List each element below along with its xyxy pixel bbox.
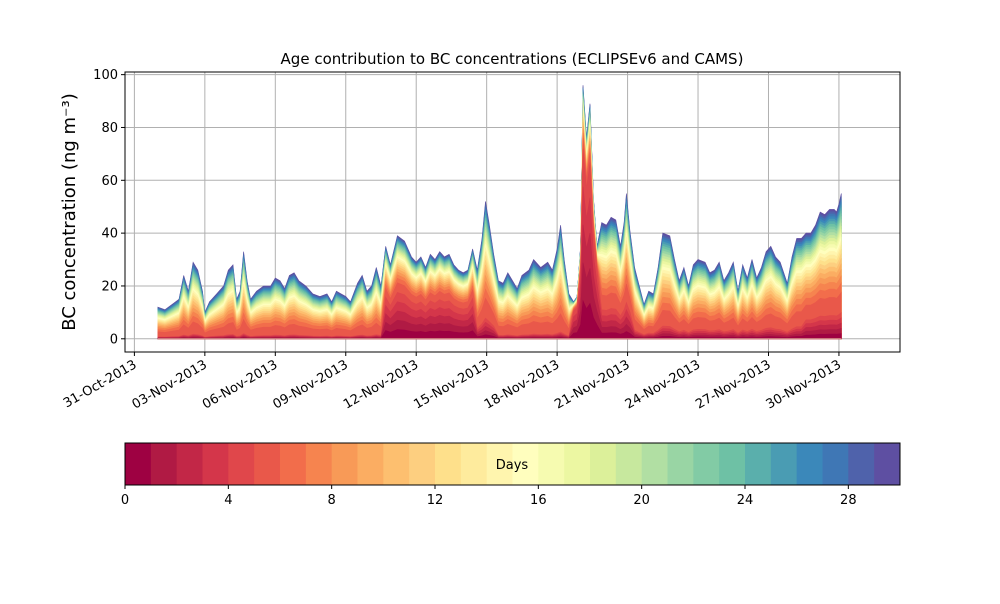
colorbar-swatch-14: [486, 443, 513, 485]
colorbar-swatch-2: [176, 443, 203, 485]
y-ticks: 0 20 40 60 80 100: [93, 68, 125, 347]
colorbar-swatch-11: [409, 443, 436, 485]
colorbar-swatch-17: [564, 443, 591, 485]
colorbar-tick-label-3: 12: [427, 493, 444, 508]
colorbar-swatch-4: [228, 443, 255, 485]
colorbar-swatch-23: [719, 443, 746, 485]
colorbar-swatch-27: [822, 443, 849, 485]
colorbar-tick-label-6: 24: [737, 493, 754, 508]
colorbar-swatch-18: [590, 443, 617, 485]
colorbar-swatch-20: [641, 443, 668, 485]
colorbar-swatch-6: [280, 443, 307, 485]
colorbar-swatch-19: [615, 443, 643, 485]
y-tick-label-2: 40: [101, 227, 118, 242]
colorbar-tick-label-0: 0: [121, 493, 129, 508]
colorbar-swatch-3: [202, 443, 229, 485]
colorbar-swatch-16: [538, 443, 565, 485]
colorbar-frame: [124, 442, 901, 486]
stacked-areas: [157, 85, 842, 340]
y-axis-label: BC concentration (ng m⁻³): [59, 93, 80, 331]
y-tick-label-5: 100: [93, 68, 118, 83]
colorbar-swatch-12: [435, 443, 462, 485]
colorbar-tick-label-5: 20: [633, 493, 650, 508]
colorbar-swatch-15: [512, 443, 539, 485]
colorbar-swatch-25: [770, 443, 798, 485]
colorbar-swatch-0: [125, 443, 152, 485]
colorbar-swatch-5: [254, 443, 281, 485]
colorbar-swatch-13: [460, 443, 488, 485]
axes-frame: [124, 71, 901, 353]
colorbar-swatch-1: [150, 443, 178, 485]
colorbar-swatch-22: [693, 443, 720, 485]
colorbar-swatch-28: [848, 443, 875, 485]
y-tick-label-3: 60: [101, 174, 118, 189]
colorbar: [125, 443, 901, 485]
y-tick-label-0: 0: [110, 332, 118, 347]
colorbar-swatch-24: [745, 443, 772, 485]
colorbar-swatch-8: [331, 443, 358, 485]
colorbar-swatch-21: [667, 443, 694, 485]
colorbar-swatch-10: [383, 443, 410, 485]
chart-title: Age contribution to BC concentrations (E…: [281, 50, 744, 68]
colorbar-ticks: 0 4 8 12 16 20 24 28: [121, 485, 857, 508]
colorbar-swatch-9: [357, 443, 384, 485]
y-tick-label-4: 80: [101, 121, 118, 136]
colorbar-swatch-7: [305, 443, 333, 485]
colorbar-swatch-26: [796, 443, 823, 485]
colorbar-label: Days: [496, 458, 529, 473]
colorbar-tick-label-4: 16: [530, 493, 547, 508]
y-tick-label-1: 20: [101, 279, 118, 294]
colorbar-swatch-29: [874, 443, 901, 485]
colorbar-tick-label-7: 28: [840, 493, 857, 508]
colorbar-tick-label-1: 4: [224, 493, 232, 508]
colorbar-tick-label-2: 8: [328, 493, 336, 508]
